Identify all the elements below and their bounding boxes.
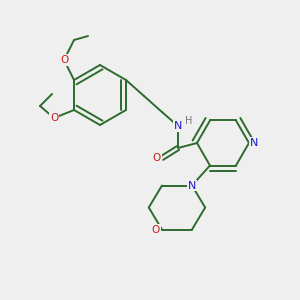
Text: O: O: [60, 55, 68, 65]
Text: H: H: [185, 116, 193, 126]
Text: O: O: [153, 153, 161, 163]
Text: N: N: [188, 181, 196, 190]
Text: N: N: [250, 138, 258, 148]
Text: O: O: [50, 113, 58, 123]
Text: O: O: [152, 224, 160, 235]
Text: N: N: [174, 121, 182, 131]
